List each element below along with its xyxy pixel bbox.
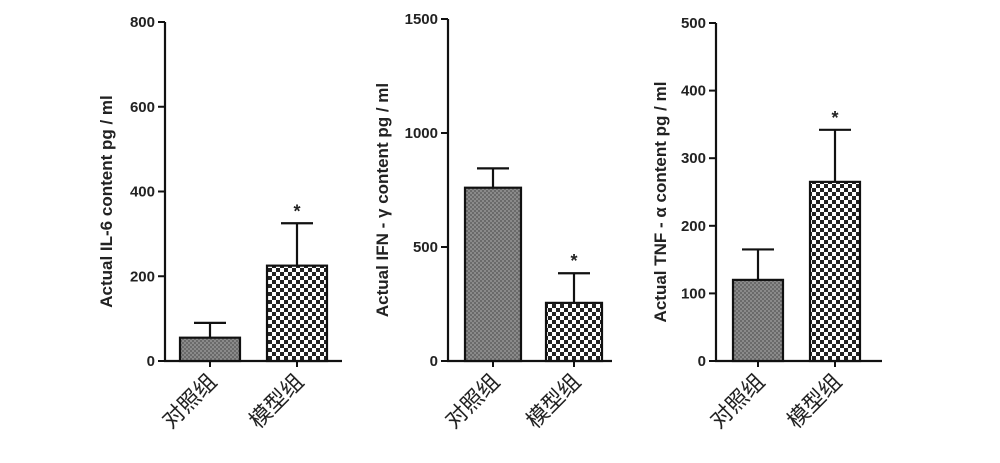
- category-label: 对照组: [706, 370, 770, 434]
- y-tick-label: 0: [147, 353, 155, 370]
- category-label: 模型组: [522, 370, 586, 434]
- category-label: 模型组: [783, 370, 847, 434]
- bar-model: [544, 301, 604, 363]
- bar-model: [808, 180, 862, 363]
- y-tick-label: 300: [681, 150, 706, 167]
- y-tick-label: 200: [681, 218, 706, 235]
- chart-ifn-gamma-ylabel: Actual IFN - γ content pg / ml: [373, 83, 392, 317]
- chart-tnf-alpha: Actual TNF - α content pg / ml 0 100 200 30…: [651, 15, 882, 434]
- y-tick-label: 0: [698, 353, 706, 370]
- bar-model: [265, 264, 329, 363]
- y-tick-label: 1000: [405, 125, 438, 142]
- category-label: 模型组: [245, 370, 309, 434]
- chart-tnf-alpha-ylabel: Actual TNF - α content pg / ml: [651, 82, 670, 323]
- y-tick-label: 200: [130, 268, 155, 285]
- significance-marker: *: [293, 201, 300, 221]
- y-tick-label: 400: [681, 83, 706, 100]
- significance-marker: *: [570, 251, 577, 271]
- bar-control: [463, 186, 523, 363]
- y-tick-label: 800: [130, 14, 155, 31]
- category-label: 对照组: [441, 370, 505, 434]
- y-tick-label: 500: [413, 239, 438, 256]
- chart-ifn-gamma: Actual IFN - γ content pg / ml 0 500 1000 1…: [373, 11, 612, 434]
- chart-il6: Actual IL-6 content pg / ml 0 200 400 600 80…: [97, 14, 342, 434]
- y-tick-label: 1500: [405, 11, 438, 28]
- y-tick-label: 500: [681, 15, 706, 32]
- category-label: 对照组: [158, 370, 222, 434]
- y-tick-label: 600: [130, 99, 155, 116]
- y-tick-label: 400: [130, 184, 155, 201]
- bar-control: [731, 278, 785, 363]
- y-tick-label: 0: [430, 353, 438, 370]
- chart-il6-ylabel: Actual IL-6 content pg / ml: [97, 95, 116, 308]
- y-tick-label: 100: [681, 285, 706, 302]
- bar-control: [178, 336, 242, 363]
- significance-marker: *: [831, 108, 838, 128]
